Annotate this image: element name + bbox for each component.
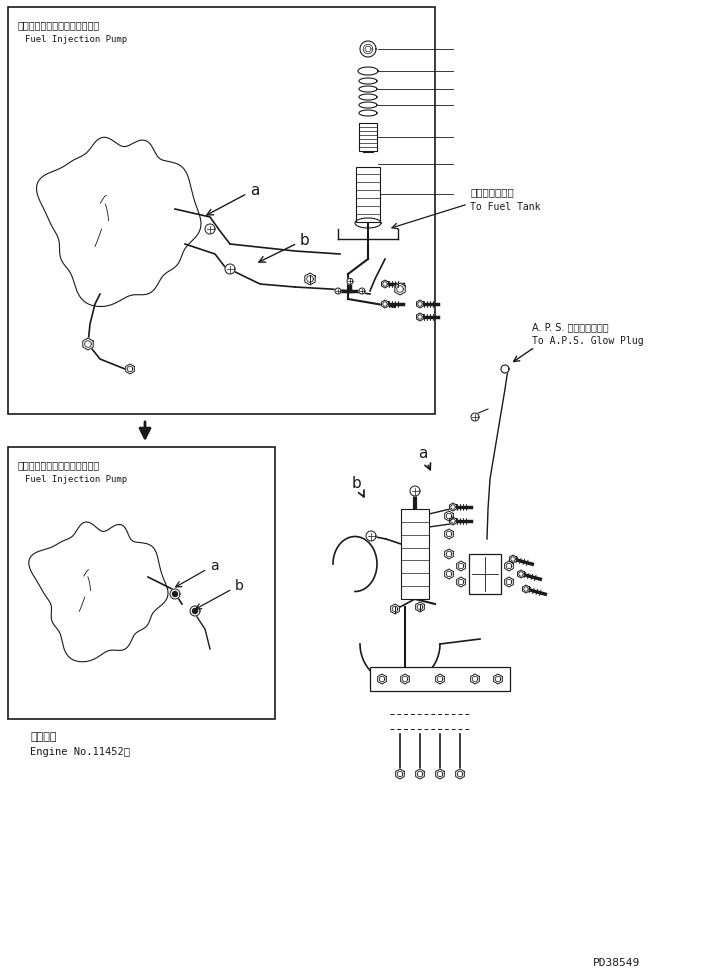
Polygon shape (455, 769, 464, 780)
Text: a: a (207, 183, 260, 216)
Polygon shape (401, 674, 409, 684)
Polygon shape (457, 577, 466, 587)
Polygon shape (225, 265, 235, 275)
Polygon shape (416, 603, 424, 613)
Bar (359, 124, 377, 151)
Polygon shape (471, 674, 479, 684)
Polygon shape (190, 607, 200, 616)
Polygon shape (445, 512, 453, 522)
Polygon shape (416, 301, 424, 309)
Polygon shape (366, 531, 376, 541)
Polygon shape (445, 570, 453, 579)
Text: フェルインジェクションポンプ: フェルインジェクションポンプ (18, 459, 100, 470)
Bar (370, 667, 510, 692)
Text: Engine No.11452～: Engine No.11452～ (30, 746, 130, 756)
Text: b: b (259, 233, 309, 263)
Polygon shape (436, 674, 445, 684)
Polygon shape (382, 280, 388, 289)
Polygon shape (126, 364, 134, 374)
Polygon shape (494, 674, 502, 684)
Polygon shape (395, 283, 405, 296)
Text: b: b (196, 578, 244, 610)
Polygon shape (518, 571, 524, 578)
Polygon shape (523, 585, 529, 593)
Polygon shape (377, 674, 386, 684)
Polygon shape (395, 769, 404, 780)
Text: 適用号機: 適用号機 (30, 731, 56, 742)
Text: Fuel Injection Pump: Fuel Injection Pump (25, 35, 127, 44)
Polygon shape (29, 523, 168, 662)
Text: Fuel Injection Pump: Fuel Injection Pump (25, 475, 127, 484)
Polygon shape (416, 769, 424, 780)
Polygon shape (305, 274, 315, 285)
Polygon shape (335, 289, 341, 295)
Polygon shape (390, 605, 399, 615)
Polygon shape (450, 518, 456, 526)
Polygon shape (170, 589, 180, 599)
Bar (356, 167, 380, 223)
Polygon shape (445, 530, 453, 539)
Text: To A.P.S. Glow Plug: To A.P.S. Glow Plug (532, 336, 643, 346)
Text: A. P. S. グロープラグへ: A. P. S. グロープラグへ (532, 321, 609, 331)
Polygon shape (510, 556, 516, 564)
Text: フェルインジェクションポンプ: フェルインジェクションポンプ (18, 20, 100, 30)
Polygon shape (410, 487, 420, 496)
Bar (8, 8, 435, 414)
Polygon shape (505, 577, 513, 587)
Bar (401, 509, 429, 599)
Polygon shape (347, 279, 353, 285)
Polygon shape (382, 301, 388, 309)
Polygon shape (83, 339, 93, 351)
Polygon shape (416, 314, 424, 321)
Bar (8, 447, 275, 719)
Text: a: a (176, 559, 218, 587)
Bar (469, 554, 501, 594)
Text: フェルタンクへ: フェルタンクへ (470, 187, 514, 196)
Polygon shape (445, 549, 453, 560)
Polygon shape (173, 592, 178, 597)
Polygon shape (505, 562, 513, 572)
Polygon shape (501, 365, 509, 373)
Polygon shape (205, 225, 215, 234)
Text: To Fuel Tank: To Fuel Tank (470, 202, 541, 212)
Polygon shape (360, 42, 376, 58)
Polygon shape (359, 289, 365, 295)
Polygon shape (450, 503, 456, 512)
Polygon shape (457, 562, 466, 572)
Polygon shape (37, 138, 201, 307)
Polygon shape (471, 413, 479, 421)
Text: PD38549: PD38549 (593, 957, 640, 967)
Text: a: a (418, 446, 430, 470)
Polygon shape (192, 609, 197, 614)
Text: b: b (352, 476, 364, 497)
Polygon shape (436, 769, 445, 780)
